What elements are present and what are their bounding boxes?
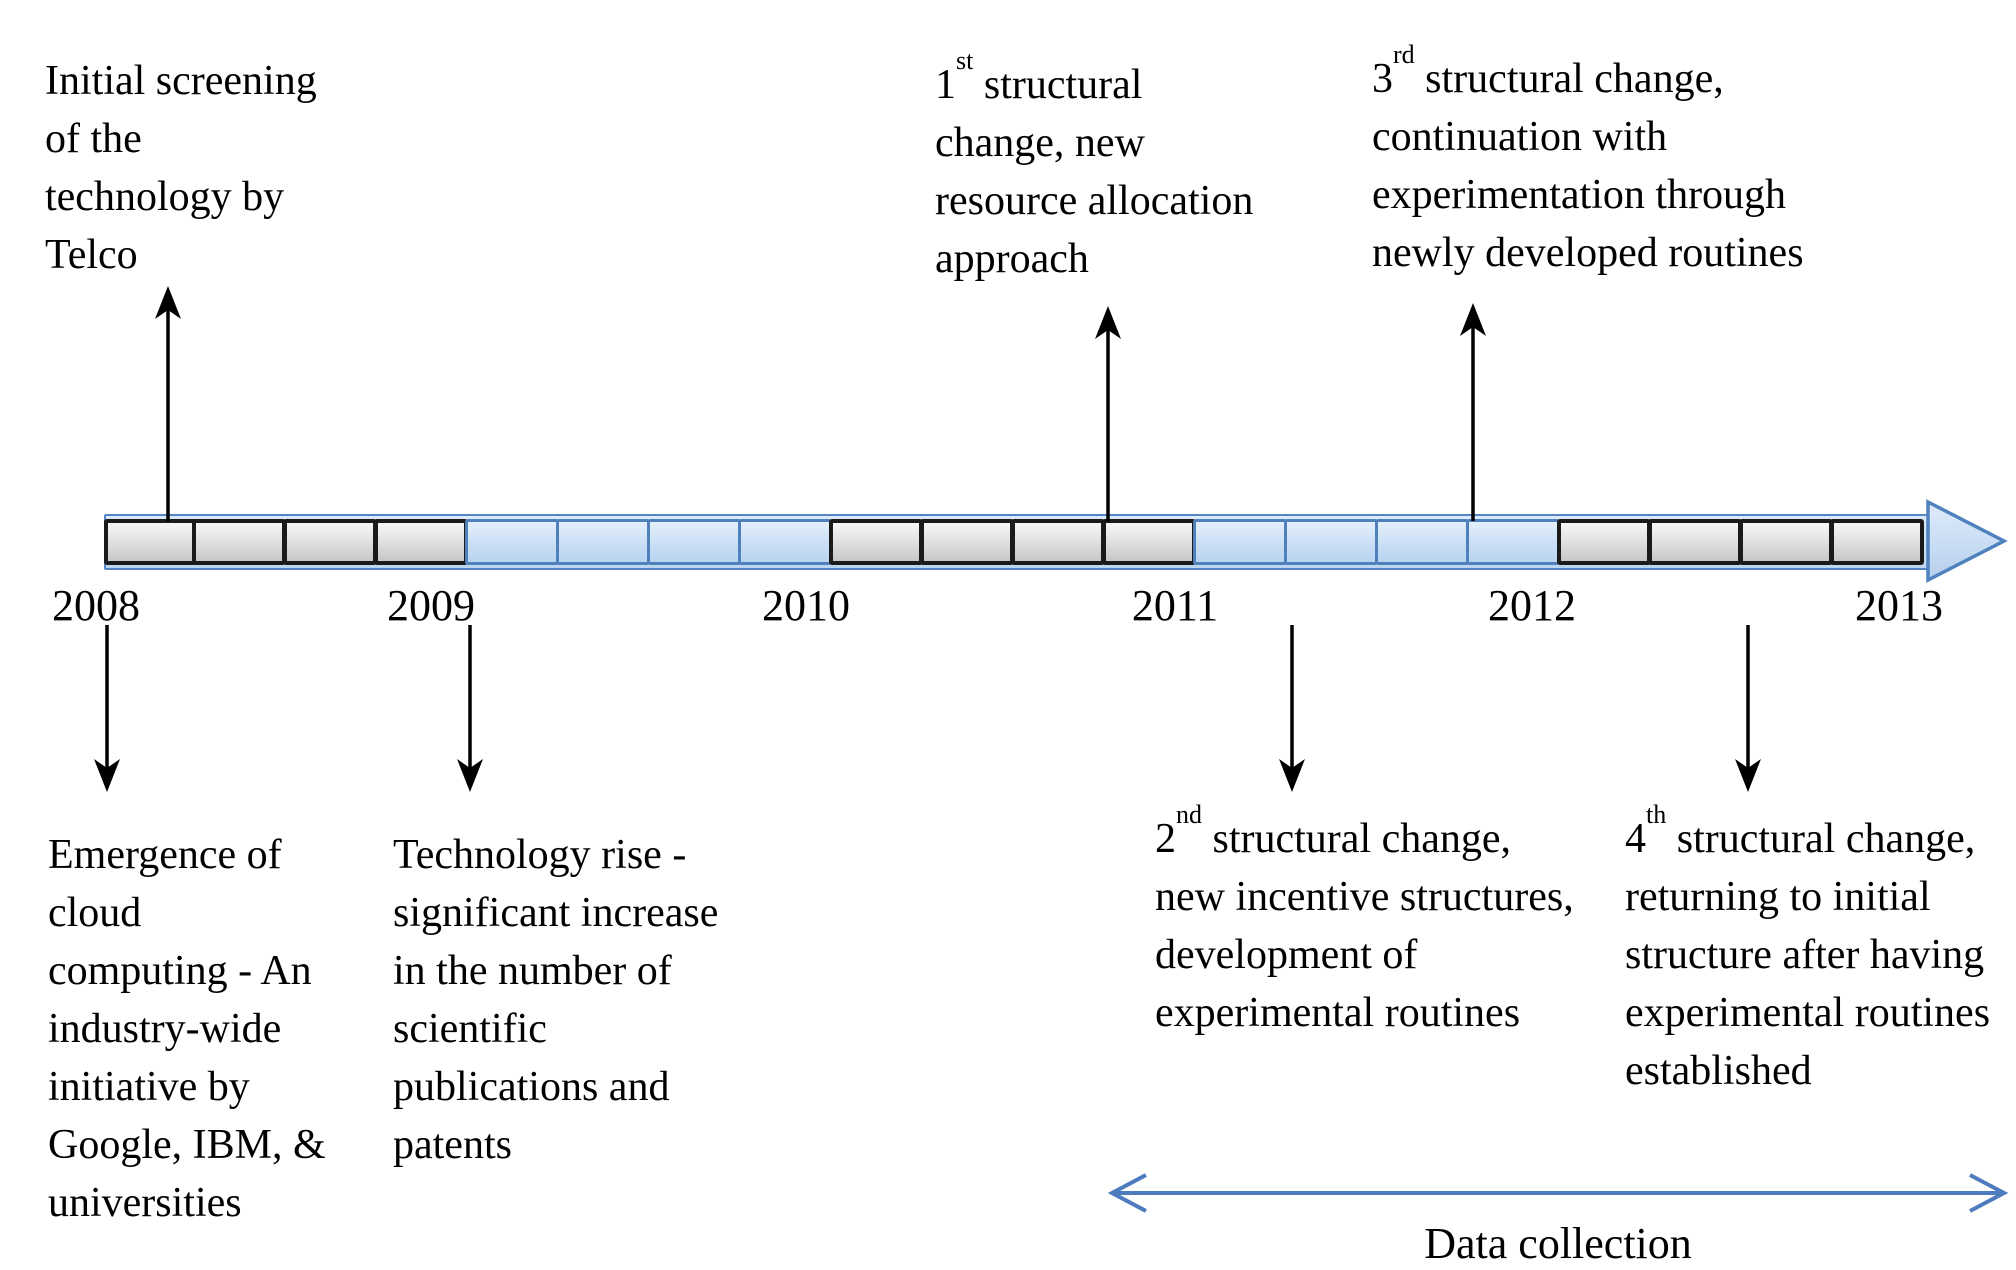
timeline-segment-gray xyxy=(829,519,923,565)
annotation-line: continuation with xyxy=(1372,114,1668,160)
annotation-third-structural-change: 3rd structural change, continuation with e… xyxy=(1372,40,1804,282)
timeline-segment-blue xyxy=(556,519,650,565)
annotation-line: Technology rise - xyxy=(393,832,687,878)
annotation-line: computing - An xyxy=(48,948,312,994)
annotation-line: in the number of xyxy=(393,948,672,994)
timeline-segment-blue xyxy=(738,519,832,565)
data-collection-arrowhead-left-icon xyxy=(1107,1173,1147,1213)
year-label-2012: 2012 xyxy=(1488,581,1576,630)
annotation-line: experimental routines xyxy=(1155,990,1521,1036)
annotation-initial-screening: Initial screening of the technology by Telc… xyxy=(45,52,317,284)
annotation-first-structural-change: 1st structural change, new resource alloca… xyxy=(935,46,1254,288)
annotation-line: patents xyxy=(393,1122,512,1168)
down-arrow-head-icon xyxy=(457,759,483,792)
annotation-line: established xyxy=(1625,1048,1812,1094)
annotation-line: initiative by xyxy=(48,1064,250,1110)
year-label-2010: 2010 xyxy=(762,581,850,630)
timeline-segment-blue xyxy=(647,519,741,565)
annotation-line: publications and xyxy=(393,1064,670,1110)
year-label-2013: 2013 xyxy=(1855,581,1943,630)
annotation-line: newly developed routines xyxy=(1372,230,1804,276)
up-arrow-head-icon xyxy=(1460,303,1486,336)
annotation-line: development of xyxy=(1155,932,1418,978)
down-arrow-head-icon xyxy=(1735,759,1761,792)
annotation-line: 2nd structural change, xyxy=(1155,800,1512,863)
year-label-2009: 2009 xyxy=(387,581,475,630)
annotation-line: approach xyxy=(935,236,1089,282)
annotation-line: change, new xyxy=(935,120,1145,166)
annotation-line: experimentation through xyxy=(1372,172,1787,218)
annotation-line: experimental routines xyxy=(1625,990,1991,1036)
annotation-line: structure after having xyxy=(1625,932,1985,978)
timeline-segment-gray xyxy=(1648,519,1742,565)
timeline-segment-blue xyxy=(465,519,559,565)
timeline-segment-gray xyxy=(1830,519,1924,565)
data-collection-arrowhead-right-icon xyxy=(1969,1173,2009,1213)
up-arrow-head-icon xyxy=(155,286,181,319)
annotation-line: technology by xyxy=(45,174,285,220)
year-label-2008: 2008 xyxy=(52,581,140,630)
annotation-line: scientific xyxy=(393,1006,547,1052)
annotation-line: of the xyxy=(45,116,142,162)
timeline-segment-gray xyxy=(104,519,198,565)
annotation-line: universities xyxy=(48,1180,242,1226)
annotation-technology-rise: Technology rise - significant increase in … xyxy=(393,826,718,1174)
annotation-line: returning to initial xyxy=(1625,874,1931,920)
annotation-line: Google, IBM, & xyxy=(48,1122,326,1168)
timeline-segment-blue xyxy=(1193,519,1287,565)
annotation-line: Telco xyxy=(45,232,138,278)
annotation-fourth-structural-change: 4th structural change, returning to initi… xyxy=(1625,800,1991,1100)
timeline-arrowhead-icon xyxy=(1926,499,2008,583)
timeline-segment-gray xyxy=(192,519,286,565)
annotation-line: industry-wide xyxy=(48,1006,282,1052)
annotation-line: significant increase xyxy=(393,890,719,936)
year-label-2011: 2011 xyxy=(1131,581,1219,630)
timeline-segment-gray xyxy=(1011,519,1105,565)
annotation-line: resource allocation xyxy=(935,178,1254,224)
annotation-line: 3rd structural change, xyxy=(1372,40,1724,103)
annotation-line: new incentive structures, xyxy=(1155,874,1574,920)
annotation-line: 4th structural change, xyxy=(1625,800,1976,863)
annotation-line: Initial screening xyxy=(45,58,317,104)
timeline-segment-blue xyxy=(1375,519,1469,565)
annotation-line: 1st structural xyxy=(935,46,1143,109)
annotation-line: cloud xyxy=(48,890,142,936)
up-arrow-head-icon xyxy=(1095,306,1121,339)
timeline-segment-gray xyxy=(1739,519,1833,565)
timeline-segment-blue xyxy=(1466,519,1560,565)
data-collection-label: Data collection xyxy=(1424,1219,1692,1268)
annotation-line: Emergence of xyxy=(48,832,282,878)
annotation-second-structural-change: 2nd structural change, new incentive stru… xyxy=(1155,800,1574,1042)
down-arrow-head-icon xyxy=(94,759,120,792)
down-arrow-head-icon xyxy=(1279,759,1305,792)
annotation-emergence-of-cloud: Emergence of cloud computing - An industry-… xyxy=(48,826,326,1232)
timeline-segment-gray xyxy=(374,519,468,565)
